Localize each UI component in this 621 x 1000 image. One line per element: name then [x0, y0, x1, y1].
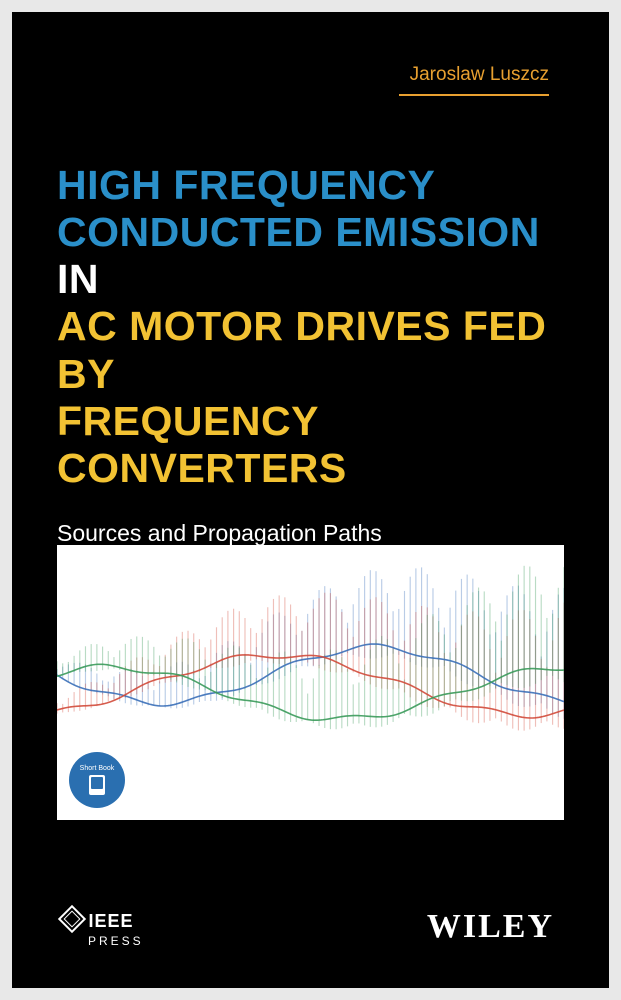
- ieee-press-logo: IEEE PRESS: [62, 906, 144, 948]
- author-underline: [399, 94, 549, 96]
- ieee-text: IEEE: [88, 911, 133, 932]
- subtitle: Sources and Propagation Paths: [57, 520, 564, 547]
- wiley-logo: WILEY: [427, 908, 554, 946]
- cover-inner: Jaroslaw Luszcz HIGH FREQUENCY CONDUCTED…: [12, 12, 609, 988]
- author-name: Jaroslaw Luszcz: [410, 64, 549, 86]
- waveform-graphic: Short Book: [57, 545, 564, 820]
- badge-label: Short Book: [80, 765, 115, 773]
- title-line-4: FREQUENCY CONVERTERS: [57, 398, 564, 492]
- book-cover: Jaroslaw Luszcz HIGH FREQUENCY CONDUCTED…: [0, 0, 621, 1000]
- ieee-diamond-icon: [58, 905, 86, 933]
- title-line-1: HIGH FREQUENCY: [57, 162, 564, 209]
- title-line-3: AC MOTOR DRIVES FED BY: [57, 303, 564, 397]
- short-book-badge: Short Book: [69, 752, 125, 808]
- title-line-2: CONDUCTED EMISSION IN: [57, 209, 564, 303]
- title-block: HIGH FREQUENCY CONDUCTED EMISSION IN AC …: [57, 162, 564, 547]
- ieee-press-text: PRESS: [88, 934, 144, 948]
- tablet-icon: [89, 775, 105, 795]
- title-line-2b: IN: [57, 256, 99, 302]
- title-line-2a: CONDUCTED EMISSION: [57, 209, 540, 255]
- waveform-svg: [57, 545, 564, 820]
